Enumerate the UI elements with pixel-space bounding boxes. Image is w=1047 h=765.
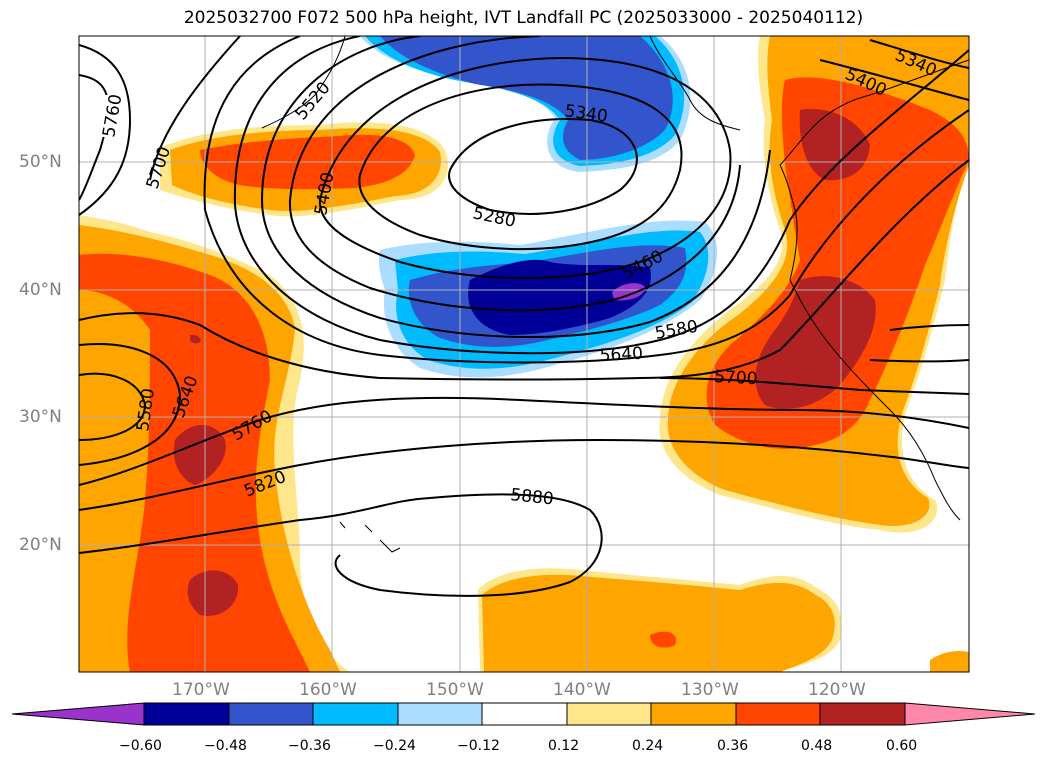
contour-5700-north: [79, 36, 969, 381]
contour-label: 5640: [599, 344, 643, 366]
colorbar-tick: 0.36: [717, 738, 749, 754]
contour-5700-a: [79, 44, 132, 216]
lon-label: 160°W: [299, 680, 357, 700]
contour-5580-north: [233, 36, 969, 355]
lon-label: 130°W: [681, 680, 739, 700]
lat-label: 40°N: [19, 280, 62, 300]
colorbar-tick: −0.60: [119, 738, 162, 754]
colorbar-tick: 0.60: [886, 738, 918, 754]
contour-label: 5700: [714, 367, 758, 389]
contour-5280: [448, 118, 638, 215]
contour-5580-sw: [79, 372, 147, 441]
graticule: [79, 36, 969, 672]
lat-label: 20°N: [19, 535, 62, 555]
lat-label: 30°N: [19, 407, 62, 427]
contour-5820: [79, 438, 969, 511]
lat-label: 50°N: [19, 152, 62, 172]
colorbar-tick: 0.48: [801, 738, 833, 754]
plot-frame: [78, 35, 970, 673]
contour-5460: [288, 36, 741, 312]
contour-5340-east: [869, 39, 969, 69]
contour-5520: [261, 36, 771, 339]
contour-5400-east: [819, 59, 969, 101]
lon-label: 140°W: [553, 680, 611, 700]
contour-5700-east: [659, 377, 969, 395]
lon-label: 170°W: [172, 680, 230, 700]
colorbar-tick: −0.12: [457, 738, 500, 754]
contour-5340: [358, 83, 683, 251]
contour-5640-east: [869, 359, 969, 363]
ivt-shading: [79, 36, 969, 672]
contour-5760: [79, 396, 969, 486]
colorbar-tick: 0.24: [632, 738, 664, 754]
contour-5640-north: [203, 36, 969, 364]
colorbar: [11, 702, 1036, 726]
colorbar-tick: −0.48: [204, 738, 247, 754]
colorbar-min-extension: [11, 702, 145, 726]
colorbar-tick: −0.24: [373, 738, 416, 754]
contour-5880: [79, 493, 603, 597]
coastlines: [261, 36, 969, 553]
height-contours: [79, 36, 969, 597]
colorbar-tick: 0.12: [548, 738, 580, 754]
contour-5760-north: [79, 74, 110, 201]
contour-5400: [318, 56, 732, 280]
contour-5640-sw: [79, 343, 182, 466]
colorbar-tick: −0.36: [288, 738, 331, 754]
lon-label: 150°W: [426, 680, 484, 700]
contour-label: 5880: [509, 485, 554, 509]
contour-5580-east: [889, 324, 969, 331]
map-title: 2025032700 F072 500 hPa height, IVT Land…: [183, 8, 864, 28]
lon-label: 120°W: [808, 680, 866, 700]
colorbar-max-extension: [904, 702, 1036, 726]
